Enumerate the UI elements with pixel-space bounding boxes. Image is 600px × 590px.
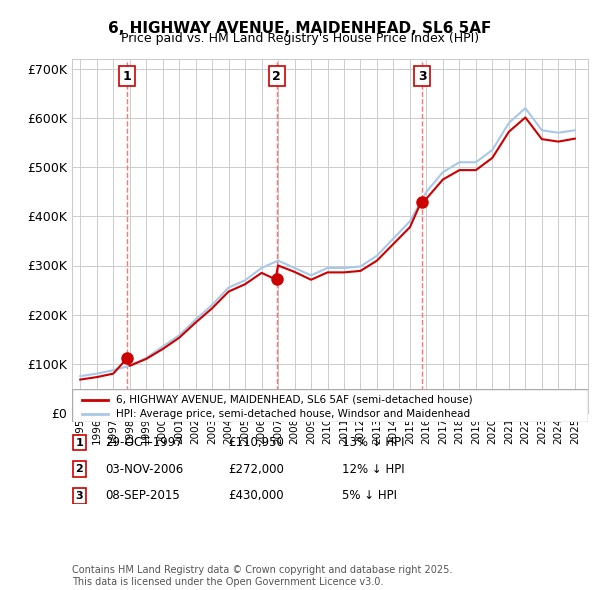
FancyBboxPatch shape <box>73 461 86 477</box>
Text: 03-NOV-2006: 03-NOV-2006 <box>105 463 183 476</box>
Text: 3: 3 <box>76 491 83 500</box>
Text: 08-SEP-2015: 08-SEP-2015 <box>105 489 180 502</box>
Text: HPI: Average price, semi-detached house, Windsor and Maidenhead: HPI: Average price, semi-detached house,… <box>116 409 470 419</box>
Text: 29-OCT-1997: 29-OCT-1997 <box>105 436 183 449</box>
FancyBboxPatch shape <box>72 389 588 422</box>
Text: £430,000: £430,000 <box>228 489 284 502</box>
Text: 6, HIGHWAY AVENUE, MAIDENHEAD, SL6 5AF (semi-detached house): 6, HIGHWAY AVENUE, MAIDENHEAD, SL6 5AF (… <box>116 395 472 405</box>
Text: 2: 2 <box>76 464 83 474</box>
Text: 1: 1 <box>76 438 83 447</box>
Text: Contains HM Land Registry data © Crown copyright and database right 2025.
This d: Contains HM Land Registry data © Crown c… <box>72 565 452 587</box>
Text: 2: 2 <box>272 70 281 83</box>
Text: 1: 1 <box>122 70 131 83</box>
Text: £110,950: £110,950 <box>228 436 284 449</box>
Text: 12% ↓ HPI: 12% ↓ HPI <box>342 463 404 476</box>
Text: 3: 3 <box>418 70 427 83</box>
FancyBboxPatch shape <box>73 434 86 451</box>
Text: 6, HIGHWAY AVENUE, MAIDENHEAD, SL6 5AF: 6, HIGHWAY AVENUE, MAIDENHEAD, SL6 5AF <box>109 21 491 35</box>
Text: 13% ↓ HPI: 13% ↓ HPI <box>342 436 404 449</box>
Text: 5% ↓ HPI: 5% ↓ HPI <box>342 489 397 502</box>
Text: £272,000: £272,000 <box>228 463 284 476</box>
FancyBboxPatch shape <box>73 487 86 503</box>
Text: Price paid vs. HM Land Registry's House Price Index (HPI): Price paid vs. HM Land Registry's House … <box>121 32 479 45</box>
